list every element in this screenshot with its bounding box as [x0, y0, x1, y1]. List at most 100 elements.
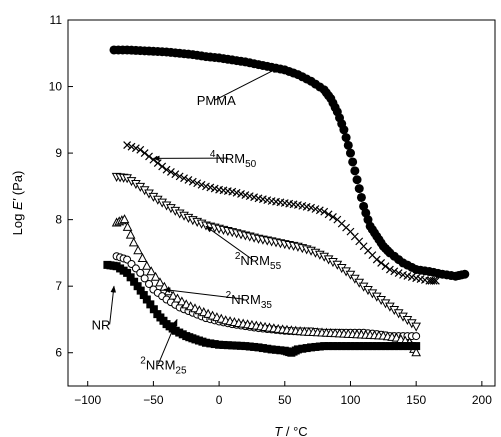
- data-point: [197, 180, 206, 189]
- data-point: [232, 341, 241, 350]
- data-point: [188, 177, 197, 186]
- annotation-nr: NR: [92, 317, 111, 332]
- data-point: [146, 300, 155, 309]
- data-point: [175, 172, 184, 181]
- series-pmma: [109, 45, 470, 281]
- data-point: [123, 141, 132, 150]
- data-point: [390, 267, 399, 276]
- annotation-arrow: [157, 318, 178, 365]
- data-point: [346, 342, 355, 351]
- data-point: [385, 342, 394, 351]
- data-point: [381, 262, 390, 271]
- data-point: [411, 322, 422, 332]
- data-point: [381, 342, 390, 351]
- data-point: [177, 296, 187, 306]
- data-point: [128, 237, 139, 247]
- data-point: [133, 282, 142, 291]
- data-point: [193, 179, 202, 188]
- data-point: [372, 342, 381, 351]
- data-point: [184, 176, 193, 184]
- data-point: [150, 271, 161, 281]
- data-point: [201, 338, 210, 347]
- data-point: [254, 343, 263, 352]
- data-point: [149, 305, 158, 314]
- data-point: [168, 290, 178, 300]
- y-tick-label: 9: [55, 146, 62, 160]
- data-point: [272, 345, 281, 354]
- x-axis-label: T / °C: [274, 424, 307, 437]
- data-point: [315, 206, 324, 215]
- annotation-arrow: [214, 67, 279, 101]
- y-tick-label: 6: [55, 346, 62, 360]
- data-point: [137, 252, 148, 262]
- axis-ticks: −100 −50 0 50 100 150 200 6 7 8 9 10 11: [49, 13, 493, 407]
- data-point: [355, 342, 364, 351]
- data-point: [125, 229, 136, 239]
- data-point: [131, 144, 140, 153]
- data-point: [158, 162, 167, 171]
- data-point: [263, 344, 272, 353]
- series-2nrm25: [111, 214, 422, 357]
- data-point: [324, 342, 333, 351]
- data-point: [210, 340, 219, 349]
- data-point: [337, 342, 346, 351]
- data-point: [146, 266, 157, 276]
- data-point: [403, 342, 412, 351]
- data-point: [315, 342, 324, 351]
- series-2nrm55: [111, 172, 422, 332]
- data-point: [348, 157, 358, 167]
- x-tick-label: 200: [472, 393, 492, 407]
- y-tick-label: 10: [49, 80, 63, 94]
- data-point: [320, 342, 329, 351]
- data-point: [293, 345, 302, 354]
- data-point: [142, 295, 151, 304]
- data-point: [307, 343, 316, 352]
- x-tick-label: 50: [278, 393, 292, 407]
- y-tick-label: 11: [50, 13, 63, 27]
- data-point: [328, 342, 337, 351]
- data-point: [241, 342, 250, 351]
- series-nr: [103, 260, 421, 357]
- data-point: [123, 268, 132, 277]
- data-point: [407, 342, 416, 351]
- data-point: [359, 342, 368, 351]
- data-point: [411, 347, 422, 357]
- data-point: [460, 269, 470, 279]
- data-point: [130, 277, 139, 286]
- data-point: [341, 133, 351, 143]
- x-tick-label: −100: [74, 393, 101, 407]
- data-point: [350, 342, 359, 351]
- x-tick-label: 150: [406, 393, 426, 407]
- data-point: [390, 342, 399, 351]
- data-point: [122, 221, 133, 231]
- data-point: [127, 142, 136, 151]
- data-point: [145, 279, 154, 288]
- data-point: [363, 342, 372, 351]
- data-point: [223, 341, 232, 350]
- annotation-arrow: [109, 285, 117, 325]
- data-point: [236, 341, 245, 350]
- data-point: [228, 341, 237, 350]
- data-point: [352, 175, 362, 185]
- y-tick-label: 8: [55, 213, 62, 227]
- data-point: [133, 245, 143, 255]
- data-point: [219, 340, 228, 349]
- data-point: [339, 125, 349, 135]
- data-point: [333, 342, 342, 351]
- data-point: [431, 276, 440, 285]
- data-point: [345, 148, 355, 158]
- data-point: [140, 149, 149, 158]
- data-point: [180, 174, 188, 183]
- data-point: [412, 332, 421, 341]
- data-point: [155, 277, 165, 287]
- data-point: [149, 155, 158, 164]
- data-point: [245, 342, 254, 351]
- y-axis-label: Log E' (Pa): [10, 171, 25, 236]
- x-tick-label: 0: [216, 393, 223, 407]
- data-point: [311, 342, 320, 351]
- data-point: [298, 344, 307, 353]
- data-point: [258, 344, 267, 353]
- data-point: [172, 293, 183, 303]
- data-point: [140, 274, 149, 283]
